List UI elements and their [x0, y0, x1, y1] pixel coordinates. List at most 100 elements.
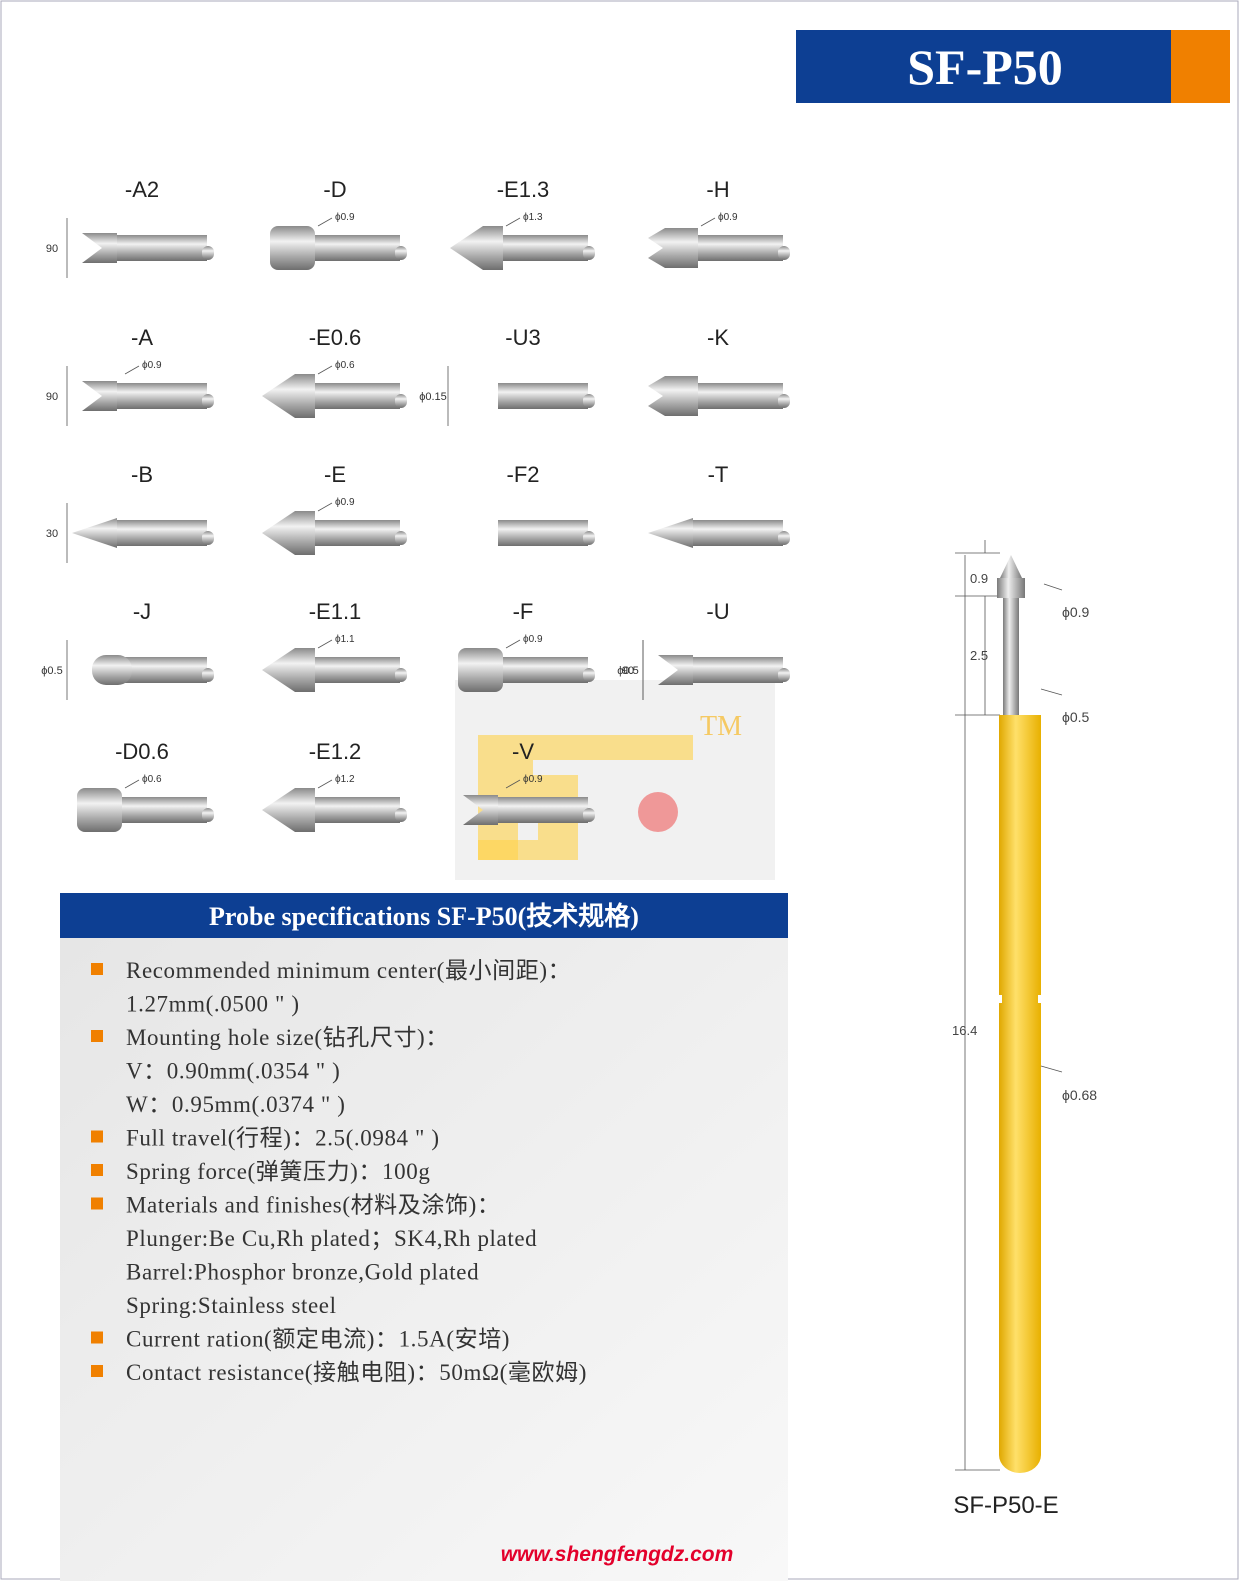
tip-shaft [693, 520, 783, 546]
spec-line: W：0.95mm(.0374 " ) [126, 1092, 346, 1117]
tip: -A ϕ0.9 90 [46, 325, 214, 426]
tip-label: -F [513, 599, 534, 624]
tip-dim: ϕ0.9 [335, 212, 355, 223]
tip-dim: ϕ1.1 [335, 634, 355, 645]
tip: -D ϕ0.9 [270, 177, 407, 270]
tip-dim: ϕ0.15 [419, 391, 447, 403]
tip-shaft-end [583, 531, 595, 545]
tip-shaft-end [202, 808, 214, 822]
tip-head [262, 648, 315, 692]
tip-head [92, 655, 132, 685]
dim-line [124, 365, 140, 375]
tip-dim: ϕ0.6 [335, 360, 355, 371]
tip-label: -H [706, 177, 729, 202]
tip: -E1.3 ϕ1.3 [450, 177, 595, 270]
spec-line: 1.27mm(.0500 " ) [126, 992, 300, 1017]
tip-label: -V [512, 739, 534, 764]
tip-shaft-end [778, 531, 790, 545]
spec-line: Materials and finishes(材料及涂饰)： [126, 1193, 500, 1218]
spec-line: Spring:Stainless steel [126, 1293, 337, 1318]
tip-head [270, 226, 315, 270]
tip-dim: 30 [46, 528, 58, 540]
tip-shaft-end [202, 246, 214, 260]
tip-label: -E0.6 [309, 325, 362, 350]
tip-dim: ϕ0.9 [142, 360, 162, 371]
tip-head [262, 374, 315, 418]
tip-head [262, 511, 315, 555]
dim-head-length: 0.9 [970, 571, 988, 586]
bullet [91, 1130, 103, 1143]
tip-dim: ϕ0.9 [523, 774, 543, 785]
tip-dim: ϕ0.9 [523, 634, 543, 645]
tip-label: -D0.6 [115, 739, 169, 764]
watermark-logo [478, 735, 693, 860]
tip-label: -E1.2 [309, 739, 362, 764]
tip-head [658, 655, 693, 685]
tip-shaft-end [202, 668, 214, 682]
bullet [91, 1164, 103, 1176]
dim-line [317, 217, 333, 227]
tip: -E1.1 ϕ1.1 [262, 599, 407, 692]
tip: -U3 ϕ0.15 [419, 325, 595, 426]
tip-shaft [498, 383, 588, 409]
tip: -T [648, 462, 790, 548]
spec-line: Mounting hole size(钻孔尺寸)： [126, 1025, 449, 1050]
tip-label: -T [708, 462, 729, 487]
spec-panel [60, 938, 788, 1581]
title: SF-P50 [907, 39, 1063, 95]
tip-dim: ϕ0.5 [617, 665, 638, 677]
title-bar [796, 30, 1171, 103]
tip: -E ϕ0.9 [262, 462, 407, 555]
tip-shaft [498, 520, 588, 546]
tip-label: -U3 [505, 325, 540, 350]
tip-label: -F2 [507, 462, 540, 487]
spec-line: Barrel:Phosphor bronze,Gold plated [126, 1260, 479, 1285]
watermark-tm: TM [700, 711, 742, 742]
title-accent [1171, 30, 1230, 103]
dim-head-dia: ϕ0.9 [1062, 604, 1090, 620]
probe-name: SF-P50-E [953, 1492, 1058, 1519]
tip-shaft-end [202, 394, 214, 408]
tip-shaft-end [202, 531, 214, 545]
footer-url: www.shengfengdz.com [501, 1543, 734, 1566]
spec-line: Full travel(行程)：2.5(.0984 " ) [126, 1126, 440, 1151]
tip: -E1.2 ϕ1.2 [262, 739, 407, 832]
tip-head [262, 788, 315, 832]
tip-shaft [310, 657, 400, 683]
dim-line [505, 639, 521, 649]
tip: -V ϕ0.9 [463, 739, 595, 825]
tip: -F ϕ0.9 [458, 599, 595, 692]
tip-dim: 90 [46, 243, 58, 255]
dim-travel: 2.5 [970, 648, 988, 663]
tip-shaft-end [395, 246, 407, 260]
tip-shaft [693, 235, 783, 261]
tip-label: -U [706, 599, 729, 624]
tip: -B 30 [46, 462, 214, 563]
tip-shaft [117, 797, 207, 823]
tip-shaft-end [583, 394, 595, 408]
tip-dim: ϕ1.3 [523, 212, 543, 223]
tip-dim: ϕ0.6 [142, 774, 162, 785]
tip-shaft-end [583, 246, 595, 260]
tip-head [463, 795, 498, 825]
tip-shaft [498, 657, 588, 683]
tip-label: -D [323, 177, 346, 202]
tip-label: -E [324, 462, 346, 487]
dim-line [317, 365, 333, 375]
watermark: TM [455, 680, 775, 880]
watermark-dot [638, 792, 678, 832]
spec-line: Current ration(额定电流)：1.5A(安培) [126, 1327, 510, 1352]
spec-line: Plunger:Be Cu,Rh plated；SK4,Rh plated [126, 1226, 537, 1251]
tip-shaft [498, 797, 588, 823]
tip-label: -B [131, 462, 153, 487]
tip-shaft [310, 383, 400, 409]
dim-length: 16.4 [952, 1023, 977, 1038]
tip-shaft [498, 235, 588, 261]
tip-shaft-end [778, 394, 790, 408]
tip-shaft [117, 235, 207, 261]
tip-label: -K [707, 325, 729, 350]
bullet [91, 1365, 103, 1377]
dim-line [505, 779, 521, 789]
tip-head [648, 228, 698, 268]
